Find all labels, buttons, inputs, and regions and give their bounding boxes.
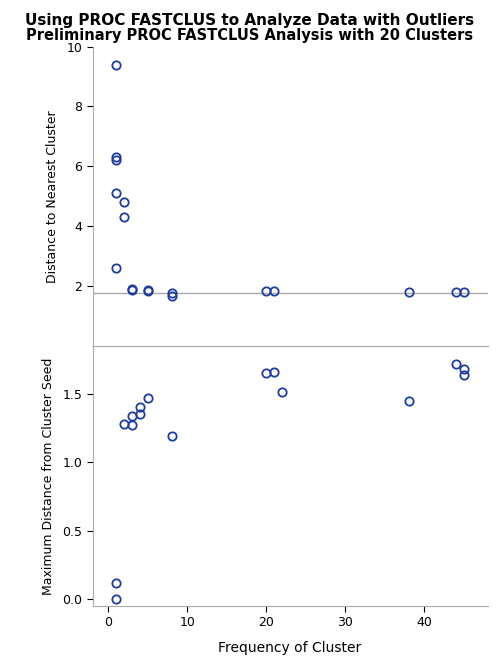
Y-axis label: Distance to Nearest Cluster: Distance to Nearest Cluster	[46, 110, 60, 282]
Text: Using PROC FASTCLUS to Analyze Data with Outliers: Using PROC FASTCLUS to Analyze Data with…	[26, 13, 474, 29]
X-axis label: Frequency of Cluster: Frequency of Cluster	[218, 641, 362, 655]
Text: Preliminary PROC FASTCLUS Analysis with 20 Clusters: Preliminary PROC FASTCLUS Analysis with …	[26, 28, 473, 43]
Y-axis label: Maximum Distance from Cluster Seed: Maximum Distance from Cluster Seed	[42, 357, 55, 595]
